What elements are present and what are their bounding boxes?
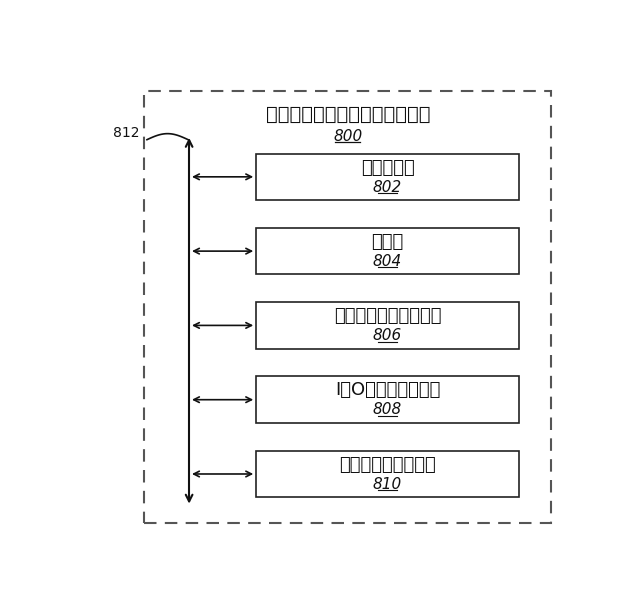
Bar — [256, 228, 519, 274]
Text: 通信インタフェース: 通信インタフェース — [339, 456, 436, 474]
Text: 808: 808 — [373, 402, 402, 417]
Text: 806: 806 — [373, 328, 402, 343]
Text: コンピューティング・デバイス: コンピューティング・デバイス — [266, 105, 430, 124]
Text: 802: 802 — [373, 180, 402, 195]
Text: 800: 800 — [333, 129, 362, 144]
Bar — [256, 154, 519, 200]
Text: 804: 804 — [373, 254, 402, 269]
Text: 810: 810 — [373, 477, 402, 491]
Bar — [256, 451, 519, 497]
Text: I／Oインタフェース: I／Oインタフェース — [335, 382, 440, 399]
Text: プロセッサ: プロセッサ — [361, 159, 414, 177]
Text: メモリ: メモリ — [371, 233, 404, 251]
Bar — [145, 91, 551, 523]
Bar — [256, 376, 519, 423]
Bar — [256, 302, 519, 349]
Text: 812: 812 — [113, 125, 140, 140]
Text: ストレージ・デバイス: ストレージ・デバイス — [334, 307, 441, 325]
